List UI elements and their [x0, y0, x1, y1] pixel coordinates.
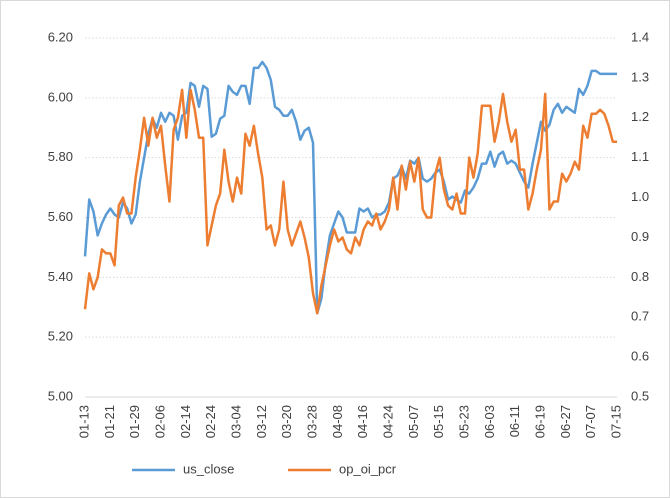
- y-tick-label: 5.20: [48, 329, 73, 344]
- x-tick-label: 05-15: [431, 405, 446, 438]
- x-tick-label: 07-15: [608, 405, 623, 438]
- y2-tick-label: 1.0: [631, 189, 649, 204]
- legend-label: us_close: [183, 461, 234, 476]
- series-line: [83, 88, 617, 315]
- x-tick-label: 05-23: [456, 405, 471, 438]
- x-tick-label: 04-16: [355, 405, 370, 438]
- legend-label: op_oi_pcr: [339, 461, 397, 476]
- y2-tick-label: 0.9: [631, 229, 649, 244]
- x-tick-label: 05-07: [406, 405, 421, 438]
- x-tick-label: 04-08: [330, 405, 345, 438]
- y-tick-label: 6.00: [48, 89, 73, 104]
- x-tick-label: 03-04: [228, 405, 243, 438]
- x-tick-label: 06-11: [507, 405, 522, 437]
- y2-tick-label: 0.6: [631, 349, 649, 364]
- x-tick-label: 01-13: [76, 405, 91, 438]
- x-tick-label: 02-24: [203, 405, 218, 438]
- y2-tick-label: 0.8: [631, 269, 649, 284]
- y2-tick-label: 1.4: [631, 29, 649, 44]
- x-tick-label: 03-20: [279, 405, 294, 438]
- x-tick-label: 02-14: [178, 405, 193, 438]
- y-tick-label: 5.40: [48, 269, 73, 284]
- y-tick-label: 5.00: [48, 388, 73, 403]
- y-tick-label: 5.80: [48, 149, 73, 164]
- x-tick-label: 06-27: [558, 405, 573, 438]
- x-tick-label: 03-12: [254, 405, 269, 438]
- y2-tick-label: 1.3: [631, 69, 649, 84]
- y2-tick-label: 0.7: [631, 309, 649, 324]
- series-line: [83, 60, 617, 315]
- x-tick-label: 07-07: [583, 405, 598, 438]
- y2-tick-label: 1.2: [631, 109, 649, 124]
- y-tick-label: 6.20: [48, 29, 73, 44]
- y2-tick-label: 1.1: [631, 149, 649, 164]
- x-tick-label: 03-28: [304, 405, 319, 438]
- y-tick-label: 5.60: [48, 209, 73, 224]
- x-tick-label: 01-29: [127, 405, 142, 438]
- x-tick-label: 06-19: [532, 405, 547, 438]
- x-tick-label: 04-24: [380, 405, 395, 438]
- y2-tick-label: 0.5: [631, 388, 649, 403]
- x-tick-label: 06-03: [482, 405, 497, 438]
- x-tick-label: 02-06: [152, 405, 167, 438]
- x-tick-label: 01-21: [102, 405, 117, 438]
